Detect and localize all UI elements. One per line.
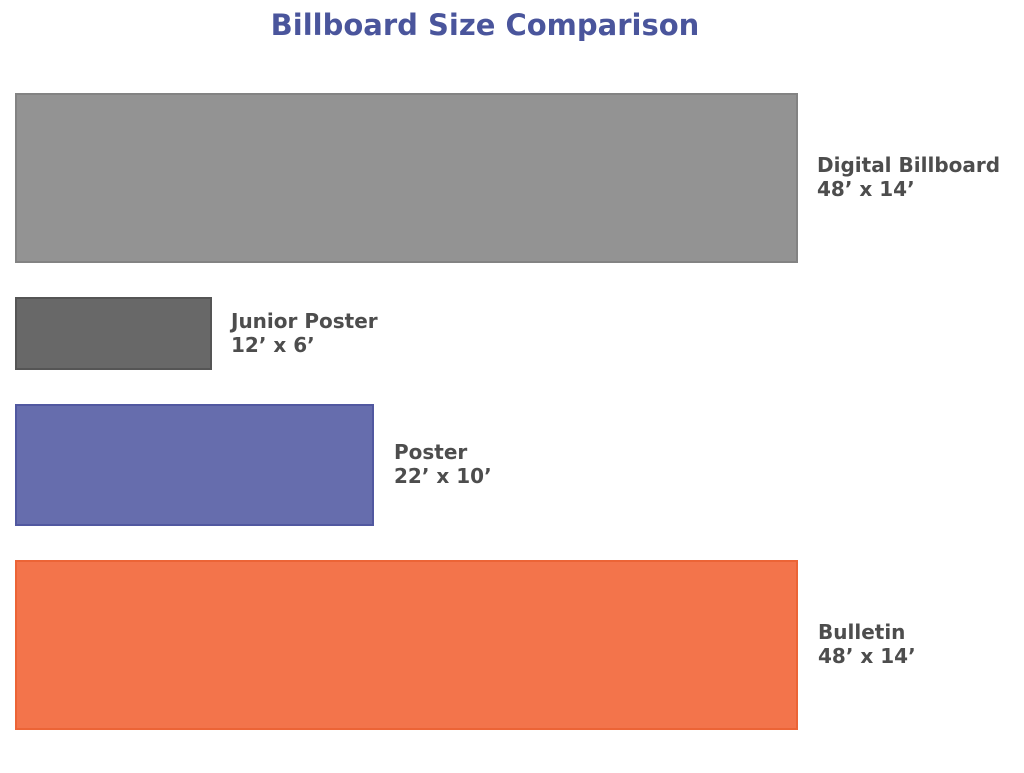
bar-digital-billboard xyxy=(15,93,798,263)
bar-label-size: 48’ x 14’ xyxy=(817,177,915,201)
bar-label-name: Junior Poster xyxy=(231,309,378,333)
bar-label-size: 22’ x 10’ xyxy=(394,464,492,488)
bar-label: Junior Poster 12’ x 6’ xyxy=(231,309,378,357)
chart-title: Billboard Size Comparison xyxy=(270,8,700,42)
bar-junior-poster xyxy=(15,297,212,370)
bar-label-size: 12’ x 6’ xyxy=(231,333,315,357)
bar-label-name: Digital Billboard xyxy=(817,153,1001,177)
bar-poster xyxy=(15,404,374,526)
bar-label: Bulletin 48’ x 14’ xyxy=(818,620,916,668)
bar-label: Poster 22’ x 10’ xyxy=(394,440,492,488)
bar-label-name: Bulletin xyxy=(818,620,906,644)
bar-bulletin xyxy=(15,560,798,730)
bar-label: Digital Billboard 48’ x 14’ xyxy=(817,153,1000,201)
bar-label-size: 48’ x 14’ xyxy=(818,644,916,668)
bar-label-name: Poster xyxy=(394,440,468,464)
